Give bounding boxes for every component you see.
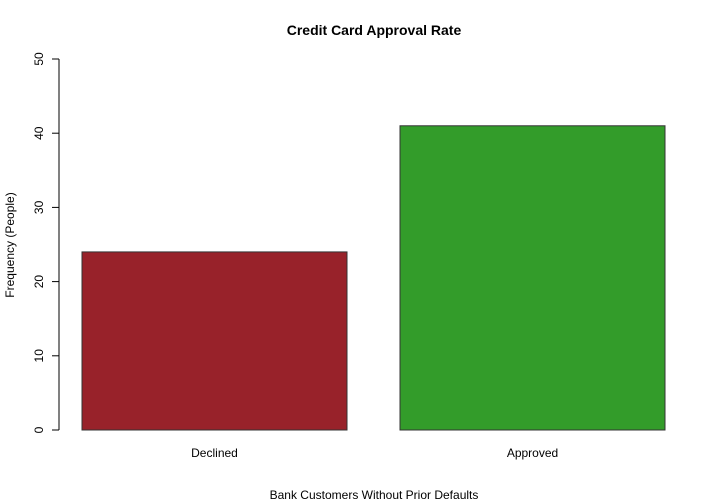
- y-tick-label: 0: [32, 426, 46, 433]
- y-tick-label: 10: [32, 349, 46, 363]
- bars: [81, 125, 666, 431]
- y-tick-label: 40: [32, 126, 46, 140]
- bar-approved: [399, 125, 666, 431]
- chart-title: Credit Card Approval Rate: [287, 22, 462, 38]
- x-tick-label: Approved: [507, 446, 558, 460]
- x-tick-label: Declined: [191, 446, 238, 460]
- bar-declined: [81, 251, 348, 431]
- y-tick-label: 50: [32, 52, 46, 66]
- y-axis-label: Frequency (People): [3, 192, 17, 297]
- y-tick-label: 20: [32, 275, 46, 289]
- y-tick-label: 30: [32, 200, 46, 214]
- y-axis: 0 10 20 30 40 50: [32, 52, 60, 433]
- x-tick-labels: Declined Approved: [191, 446, 558, 460]
- x-axis-label: Bank Customers Without Prior Defaults: [270, 488, 479, 502]
